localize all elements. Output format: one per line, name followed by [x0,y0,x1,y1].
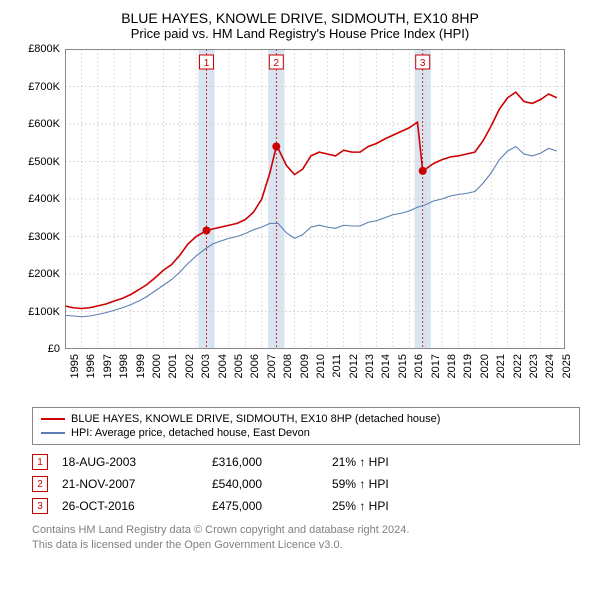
x-tick-label: 2001 [167,354,179,378]
x-tick-label: 2021 [495,354,507,378]
chart-plot: 1 2 3 [65,49,565,349]
x-tick-label: 2008 [282,354,294,378]
legend-label: HPI: Average price, detached house, East… [71,427,310,439]
sales-marker: 3 [32,498,48,514]
legend: BLUE HAYES, KNOWLE DRIVE, SIDMOUTH, EX10… [32,407,580,445]
x-tick-label: 2006 [249,354,261,378]
sales-date: 21-NOV-2007 [62,477,212,491]
x-tick-label: 2018 [446,354,458,378]
page-subtitle: Price paid vs. HM Land Registry's House … [10,26,590,41]
x-tick-label: 2013 [364,354,376,378]
sales-change: 25% ↑ HPI [332,499,452,513]
sales-price: £475,000 [212,499,332,513]
sales-date: 18-AUG-2003 [62,455,212,469]
footnote-line1: Contains HM Land Registry data © Crown c… [32,523,580,538]
y-tick-label: £100K [15,306,60,318]
x-tick-label: 1997 [102,354,114,378]
page-title: BLUE HAYES, KNOWLE DRIVE, SIDMOUTH, EX10… [10,10,590,26]
legend-row: HPI: Average price, detached house, East… [41,426,571,440]
sales-price: £316,000 [212,455,332,469]
x-tick-label: 1995 [69,354,81,378]
x-tick-label: 2017 [430,354,442,378]
x-tick-label: 2016 [413,354,425,378]
legend-swatch [41,432,65,434]
x-tick-label: 2000 [151,354,163,378]
x-tick-label: 2007 [266,354,278,378]
x-tick-label: 2003 [200,354,212,378]
x-tick-label: 2022 [512,354,524,378]
sales-change: 21% ↑ HPI [332,455,452,469]
sales-row: 1 18-AUG-2003£316,00021% ↑ HPI [32,451,580,473]
sales-row: 2 21-NOV-2007£540,00059% ↑ HPI [32,473,580,495]
sales-table: 1 18-AUG-2003£316,00021% ↑ HPI 2 21-NOV-200… [32,451,580,517]
sales-price: £540,000 [212,477,332,491]
y-tick-label: £500K [15,156,60,168]
y-tick-label: £600K [15,118,60,130]
y-tick-label: £200K [15,268,60,280]
svg-text:3: 3 [420,58,426,69]
legend-label: BLUE HAYES, KNOWLE DRIVE, SIDMOUTH, EX10… [71,413,440,425]
y-tick-label: £700K [15,81,60,93]
svg-text:1: 1 [204,58,210,69]
x-tick-label: 2023 [528,354,540,378]
y-tick-label: £300K [15,231,60,243]
chart: 123 £0£100K£200K£300K£400K£500K£600K£700… [20,49,580,399]
x-tick-label: 1999 [135,354,147,378]
sales-marker: 1 [32,454,48,470]
x-tick-label: 2005 [233,354,245,378]
legend-row: BLUE HAYES, KNOWLE DRIVE, SIDMOUTH, EX10… [41,412,571,426]
x-tick-label: 2024 [544,354,556,378]
sales-change: 59% ↑ HPI [332,477,452,491]
x-tick-label: 2004 [217,354,229,378]
y-tick-label: £400K [15,193,60,205]
x-tick-label: 1996 [85,354,97,378]
x-tick-label: 1998 [118,354,130,378]
footnote: Contains HM Land Registry data © Crown c… [32,523,580,553]
x-tick-label: 2011 [331,354,343,378]
sales-row: 3 26-OCT-2016£475,00025% ↑ HPI [32,495,580,517]
x-tick-label: 2010 [315,354,327,378]
x-tick-label: 2019 [462,354,474,378]
footnote-line2: This data is licensed under the Open Gov… [32,538,580,553]
x-tick-label: 2020 [479,354,491,378]
x-tick-label: 2012 [348,354,360,378]
sales-marker: 2 [32,476,48,492]
x-tick-label: 2025 [561,354,573,378]
svg-text:2: 2 [274,58,280,69]
y-tick-label: £0 [15,343,60,355]
x-tick-label: 2014 [380,354,392,378]
x-tick-label: 2002 [184,354,196,378]
sales-date: 26-OCT-2016 [62,499,212,513]
x-tick-label: 2009 [299,354,311,378]
legend-swatch [41,418,65,420]
y-tick-label: £800K [15,43,60,55]
x-tick-label: 2015 [397,354,409,378]
